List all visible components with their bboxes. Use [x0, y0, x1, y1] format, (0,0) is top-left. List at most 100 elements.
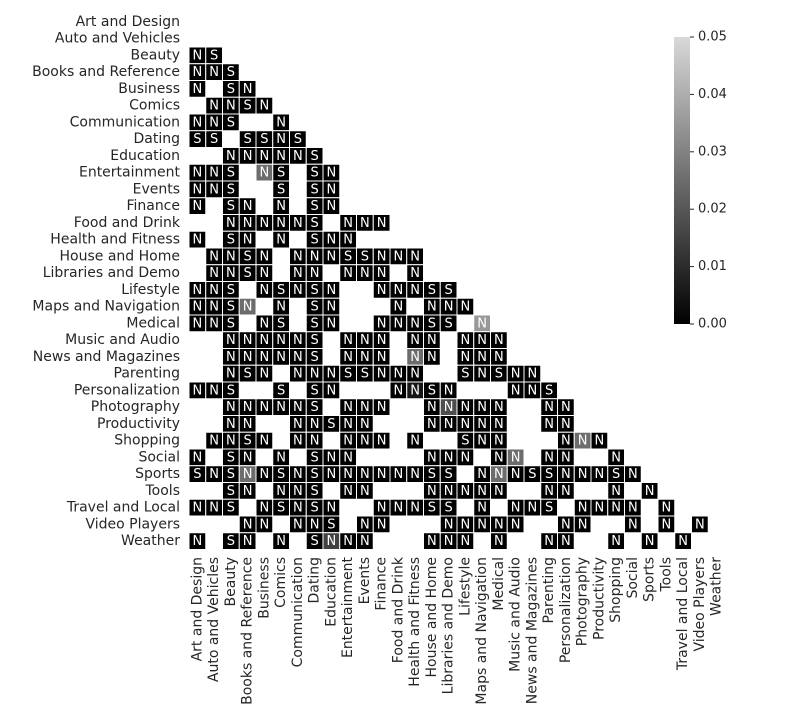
- cell-label: N: [410, 316, 420, 331]
- cell-label: N: [511, 501, 521, 516]
- cell-label: N: [360, 467, 370, 482]
- cell-label: S: [243, 132, 251, 147]
- cell-label: N: [494, 450, 504, 465]
- cell-label: N: [293, 484, 303, 499]
- cell-label: N: [461, 417, 471, 432]
- cell-label: S: [444, 501, 452, 516]
- y-tick-label: Tools: [145, 483, 181, 499]
- cell-label: N: [193, 501, 203, 516]
- cell-label: N: [243, 199, 253, 214]
- cell-label: N: [561, 450, 571, 465]
- cell-label: N: [628, 467, 638, 482]
- cell-label: N: [243, 534, 253, 549]
- cell-label: N: [276, 333, 286, 348]
- y-tick-label: Art and Design: [76, 14, 180, 30]
- cell-label: S: [277, 182, 285, 197]
- cell-label: N: [260, 283, 270, 298]
- cell-label: S: [227, 82, 235, 97]
- cell-label: N: [461, 484, 471, 499]
- colorbar-tick-label: 0.02: [698, 202, 727, 217]
- cell-label: N: [461, 300, 471, 315]
- cell-label: S: [260, 132, 268, 147]
- x-tick-label: Personalization: [558, 557, 574, 663]
- cell-label: N: [394, 300, 404, 315]
- cell-label: N: [310, 517, 320, 532]
- cell-label: N: [628, 501, 638, 516]
- cell-label: N: [494, 534, 504, 549]
- cell-label: N: [260, 367, 270, 382]
- cell-label: N: [260, 517, 270, 532]
- cell-label: N: [444, 383, 454, 398]
- cell-label: S: [344, 367, 352, 382]
- y-tick-label: Finance: [126, 198, 180, 214]
- heatmap-cell: [188, 532, 207, 550]
- cell-label: N: [327, 316, 337, 331]
- cell-label: S: [495, 367, 503, 382]
- x-tick-label: Beauty: [223, 557, 239, 606]
- cell-label: N: [377, 266, 387, 281]
- cell-label: N: [209, 434, 219, 449]
- cell-label: N: [243, 300, 253, 315]
- cell-label: N: [209, 300, 219, 315]
- cell-label: N: [226, 434, 236, 449]
- cell-label: N: [360, 417, 370, 432]
- y-tick-label: Business: [118, 81, 180, 97]
- cell-label: N: [410, 434, 420, 449]
- cell-label: N: [310, 417, 320, 432]
- cell-label: S: [227, 484, 235, 499]
- cell-label: N: [243, 467, 253, 482]
- cell-label: N: [511, 367, 521, 382]
- cell-label: S: [428, 383, 436, 398]
- cell-label: N: [260, 434, 270, 449]
- cell-label: S: [461, 434, 469, 449]
- cell-label: N: [343, 484, 353, 499]
- cell-label: N: [310, 249, 320, 264]
- cell-label: N: [209, 467, 219, 482]
- x-tick-label: Photography: [575, 557, 591, 646]
- x-axis-tick-labels: Art and Design Auto and Vehicles Beauty Boo…: [189, 556, 724, 705]
- cell-label: N: [343, 417, 353, 432]
- cell-label: S: [444, 316, 452, 331]
- cell-label: S: [310, 216, 318, 231]
- cell-label: N: [477, 350, 487, 365]
- heatmap-cell: [372, 398, 391, 416]
- cell-label: N: [260, 166, 270, 181]
- x-tick-label: Medical: [491, 557, 507, 611]
- cell-label: N: [310, 266, 320, 281]
- heatmap-cell: [188, 230, 207, 249]
- cell-label: N: [662, 517, 672, 532]
- cell-label: S: [227, 182, 235, 197]
- heatmap-cell: [674, 532, 692, 550]
- cell-label: N: [511, 467, 521, 482]
- y-tick-label: Education: [110, 148, 180, 164]
- cell-label: N: [678, 534, 688, 549]
- cell-label: N: [427, 417, 437, 432]
- cell-label: N: [276, 132, 286, 147]
- colorbar-tick-label: 0.05: [698, 30, 727, 45]
- x-tick-label: Health and Fitness: [407, 557, 423, 687]
- cell-label: N: [276, 115, 286, 130]
- cell-label: S: [444, 467, 452, 482]
- cell-label: N: [226, 266, 236, 281]
- cell-label: S: [310, 199, 318, 214]
- cell-label: S: [277, 383, 285, 398]
- cell-label: S: [310, 300, 318, 315]
- heatmap-cell: [238, 297, 257, 316]
- cell-label: N: [394, 283, 404, 298]
- cell-label: N: [327, 534, 337, 549]
- cell-label: N: [276, 199, 286, 214]
- cell-label: N: [293, 249, 303, 264]
- cell-label: N: [226, 249, 236, 264]
- heatmap-cell: [222, 113, 240, 132]
- cell-label: N: [394, 383, 404, 398]
- cell-label: S: [277, 166, 285, 181]
- colorbar-ticks: 0.00 0.01 0.02 0.03 0.04 0.05: [690, 30, 727, 332]
- cell-label: S: [227, 501, 235, 516]
- cell-label: S: [461, 367, 469, 382]
- cell-label: N: [477, 400, 487, 415]
- cell-label: N: [561, 400, 571, 415]
- cell-label: N: [243, 233, 253, 248]
- cell-label: N: [276, 300, 286, 315]
- cell-label: N: [243, 417, 253, 432]
